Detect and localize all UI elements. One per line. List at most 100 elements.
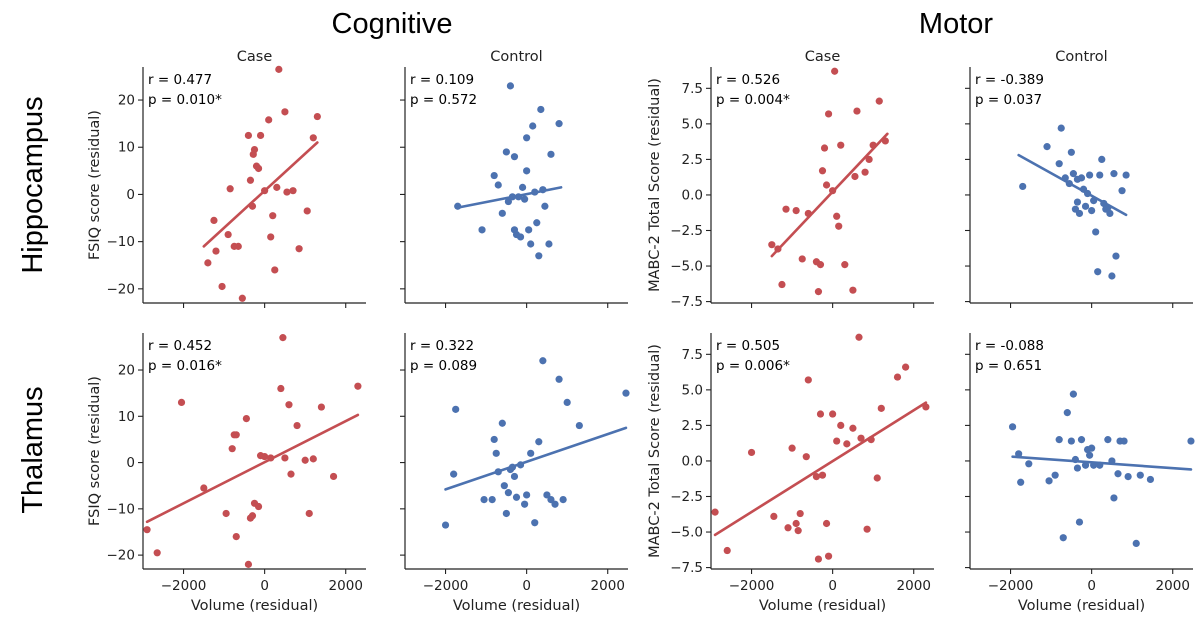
y-tick-label: 5.0 bbox=[682, 382, 703, 398]
data-point bbox=[537, 105, 545, 114]
y-tick-label: 10 bbox=[118, 409, 135, 425]
x-tick-label: −2000 bbox=[988, 578, 1034, 594]
stat-r: r = 0.477 bbox=[148, 72, 212, 88]
section-title-motor: Motor bbox=[919, 8, 993, 40]
data-point bbox=[1025, 460, 1033, 468]
y-tick-label: −20 bbox=[107, 548, 136, 564]
data-point bbox=[1067, 148, 1075, 156]
data-point bbox=[1112, 252, 1120, 260]
panel-hippocampus-cognitive-control: Control r = 0.109 p = 0.572 bbox=[400, 49, 628, 308]
x-tick-label: −2000 bbox=[423, 578, 469, 594]
y-tick-label: 7.5 bbox=[682, 347, 703, 363]
data-point bbox=[1069, 390, 1077, 398]
data-point bbox=[510, 153, 519, 161]
data-point bbox=[283, 188, 291, 196]
data-point bbox=[1063, 409, 1071, 417]
data-point bbox=[1086, 171, 1094, 179]
data-point bbox=[1019, 182, 1027, 191]
data-point bbox=[563, 398, 571, 407]
data-point bbox=[559, 495, 567, 504]
data-point bbox=[498, 419, 506, 427]
y-tick-label: −10 bbox=[107, 501, 136, 517]
data-point bbox=[502, 509, 510, 518]
data-point bbox=[242, 415, 250, 423]
data-point bbox=[228, 445, 236, 453]
data-point bbox=[248, 512, 257, 520]
data-point bbox=[543, 491, 551, 499]
data-point bbox=[1110, 494, 1118, 502]
data-point bbox=[545, 240, 553, 248]
data-point bbox=[851, 172, 859, 181]
stat-p: p = 0.004* bbox=[716, 92, 790, 108]
data-point bbox=[1088, 206, 1096, 215]
stat-p: p = 0.037 bbox=[975, 92, 1042, 108]
data-point bbox=[818, 167, 827, 175]
data-point bbox=[518, 183, 527, 191]
stat-r: r = 0.452 bbox=[148, 338, 212, 354]
regression-line bbox=[1017, 153, 1128, 217]
stat-r: r = -0.389 bbox=[975, 72, 1044, 88]
data-point bbox=[271, 266, 279, 274]
data-point bbox=[812, 472, 821, 481]
data-point bbox=[1043, 143, 1051, 151]
data-point bbox=[521, 500, 529, 508]
data-point bbox=[281, 454, 289, 462]
data-point bbox=[1104, 436, 1112, 444]
data-point bbox=[527, 240, 535, 248]
data-point bbox=[1075, 518, 1084, 526]
data-point bbox=[246, 176, 255, 184]
data-point bbox=[539, 357, 547, 365]
y-tick-label: −7.5 bbox=[670, 294, 703, 310]
data-point bbox=[256, 131, 265, 140]
data-point bbox=[1055, 436, 1063, 444]
data-point bbox=[287, 470, 295, 478]
data-point bbox=[1114, 470, 1122, 478]
data-point bbox=[1118, 187, 1126, 195]
data-point bbox=[1124, 472, 1132, 481]
data-point bbox=[210, 216, 218, 224]
data-point bbox=[1077, 436, 1086, 444]
data-point bbox=[441, 521, 450, 529]
data-point bbox=[1081, 202, 1090, 210]
data-point bbox=[1015, 450, 1023, 458]
stat-p: p = 0.651 bbox=[975, 358, 1042, 374]
panel-title: Case bbox=[805, 49, 841, 65]
data-point bbox=[863, 525, 871, 533]
data-point bbox=[504, 489, 512, 497]
x-tick-label: −2000 bbox=[729, 578, 775, 594]
data-point bbox=[798, 255, 806, 263]
data-point bbox=[784, 524, 792, 532]
data-point bbox=[533, 219, 541, 227]
data-point bbox=[273, 183, 281, 191]
data-point bbox=[857, 434, 865, 442]
data-point bbox=[711, 508, 719, 516]
panel-hippocampus-cognitive-case: Case −20 −10 0 10 20 FSIQ score (residual) r = … bbox=[87, 49, 366, 308]
stat-r: r = 0.505 bbox=[716, 338, 780, 354]
data-point bbox=[822, 519, 831, 528]
y-tick-label: 5.0 bbox=[682, 116, 703, 132]
x-tick-label: 2000 bbox=[1156, 578, 1190, 594]
y-tick-label: 0 bbox=[126, 187, 135, 203]
data-point bbox=[1108, 272, 1116, 280]
stat-p: p = 0.006* bbox=[716, 358, 790, 374]
y-tick-label: 20 bbox=[118, 93, 135, 109]
data-point bbox=[478, 226, 486, 234]
stat-p: p = 0.572 bbox=[410, 92, 477, 108]
data-point bbox=[1069, 170, 1077, 178]
data-point bbox=[865, 155, 873, 164]
data-point bbox=[843, 440, 851, 448]
data-point bbox=[525, 226, 533, 234]
data-point bbox=[547, 150, 555, 158]
data-point bbox=[289, 187, 297, 195]
data-point bbox=[818, 471, 827, 479]
data-point bbox=[792, 206, 800, 215]
data-point bbox=[1094, 268, 1102, 276]
y-tick-label: −20 bbox=[107, 281, 136, 297]
y-tick-label: −10 bbox=[107, 234, 136, 250]
data-point bbox=[309, 134, 317, 142]
data-point bbox=[555, 120, 563, 128]
data-point bbox=[254, 502, 263, 511]
data-point bbox=[535, 252, 543, 260]
y-tick-label: −7.5 bbox=[670, 560, 703, 576]
data-point bbox=[1092, 228, 1100, 236]
